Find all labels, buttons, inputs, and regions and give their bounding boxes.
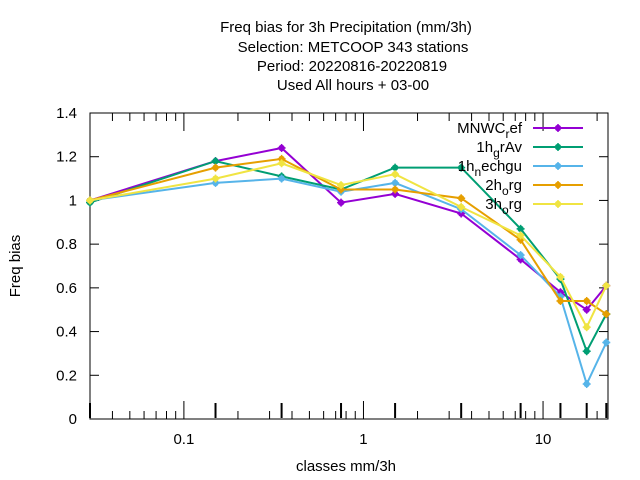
x-axis-label: classes mm/3h (296, 458, 396, 475)
chart-title-line-3: Period: 20220816-20220819 (257, 58, 447, 75)
x-tick-label: 10 (535, 431, 552, 448)
data-point-1h_nechgu (602, 338, 611, 347)
data-point-1h_nechgu (582, 380, 591, 389)
series-line-1h_grAv (89, 160, 608, 354)
y-tick-label: 0.8 (56, 236, 77, 253)
legend-label-sub: o (502, 184, 509, 198)
legend-label-tail: ef (509, 120, 522, 137)
y-tick-label: 1 (69, 192, 77, 209)
data-point-1h_nechgu (277, 174, 286, 183)
chart-title-line-2: Selection: METCOOP 343 stations (238, 39, 469, 56)
data-point-3h_org (211, 174, 220, 183)
chart-title: Freq bias for 3h Precipitation (mm/3h) S… (220, 19, 472, 94)
legend-label-main: 3h (485, 196, 502, 213)
legend-label-tail: echgu (481, 158, 522, 175)
data-point-2h_org (556, 296, 565, 305)
legend-label-1h_grAv: 1hgrAv (476, 139, 522, 160)
y-tick-label: 1.4 (56, 105, 77, 122)
data-point-3h_org (86, 196, 94, 205)
y-tick-label: 0.4 (56, 324, 77, 341)
data-point-1h_grAv (457, 163, 466, 172)
legend-label-sub: g (493, 146, 500, 160)
legend-label-sub: n (474, 165, 481, 179)
legend-label-main: MNWC (457, 120, 505, 137)
chart-title-line-4: Used All hours + 03-00 (277, 77, 429, 94)
data-point-2h_org (582, 296, 591, 305)
data-point-1h_grAv (582, 347, 591, 356)
data-point-1h_grAv (211, 157, 220, 166)
legend-label-sub: o (502, 203, 509, 217)
legend-label-2h_org: 2horg (485, 177, 522, 198)
data-point-2h_org (391, 185, 400, 194)
data-point-3h_org (457, 202, 466, 211)
legend-label-sub: r (505, 127, 509, 141)
data-point-2h_org (277, 154, 286, 163)
x-tick-label: 0.1 (173, 431, 194, 448)
legend-label-main: 1h (458, 158, 475, 175)
plot-frame (89, 112, 609, 420)
data-point-1h_nechgu (516, 251, 525, 260)
y-tick-label: 0.2 (56, 367, 77, 384)
data-point-3h_org (602, 281, 611, 290)
data-point-2h_org (211, 163, 220, 172)
chart-title-line-1: Freq bias for 3h Precipitation (mm/3h) (220, 19, 472, 36)
legend-label-1h_nechgu: 1hnechgu (458, 158, 522, 179)
y-tick-label: 1.2 (56, 149, 77, 166)
data-point-MNWC_ref (337, 198, 346, 207)
data-point-2h_org (602, 310, 611, 319)
legend-label-main: 2h (485, 177, 502, 194)
series-line-MNWC_ref (89, 146, 608, 312)
data-point-MNWC_ref (277, 143, 286, 152)
legend-label-3h_org: 3horg (485, 196, 522, 217)
legend-label-main: 1h (476, 139, 493, 156)
legend-label-tail: rAv (500, 139, 523, 156)
legend-label-tail: rg (509, 177, 522, 194)
data-point-3h_org (516, 231, 525, 240)
legend-label-MNWC_ref: MNWCref (457, 120, 523, 141)
series-line-1h_nechgu (89, 177, 608, 387)
series-line-2h_org (89, 157, 607, 315)
data-point-3h_org (556, 272, 565, 281)
data-point-2h_org (457, 194, 466, 203)
data-point-3h_org (391, 170, 400, 179)
series-line-3h_org (89, 162, 608, 330)
data-point-3h_org (277, 159, 286, 168)
y-tick-label: 0 (69, 411, 77, 428)
data-point-3h_org (582, 323, 591, 332)
legend-label-tail: rg (509, 196, 522, 213)
x-tick-label: 1 (359, 431, 367, 448)
data-point-MNWC_ref (582, 305, 591, 314)
data-point-3h_org (337, 181, 346, 190)
y-axis-label: Freq bias (7, 235, 24, 298)
plot-area: 0 0.2 0.4 0.6 0.8 1 1.2 1.4 0.1 1 10 (56, 105, 611, 448)
y-tick-label: 0.6 (56, 280, 77, 297)
